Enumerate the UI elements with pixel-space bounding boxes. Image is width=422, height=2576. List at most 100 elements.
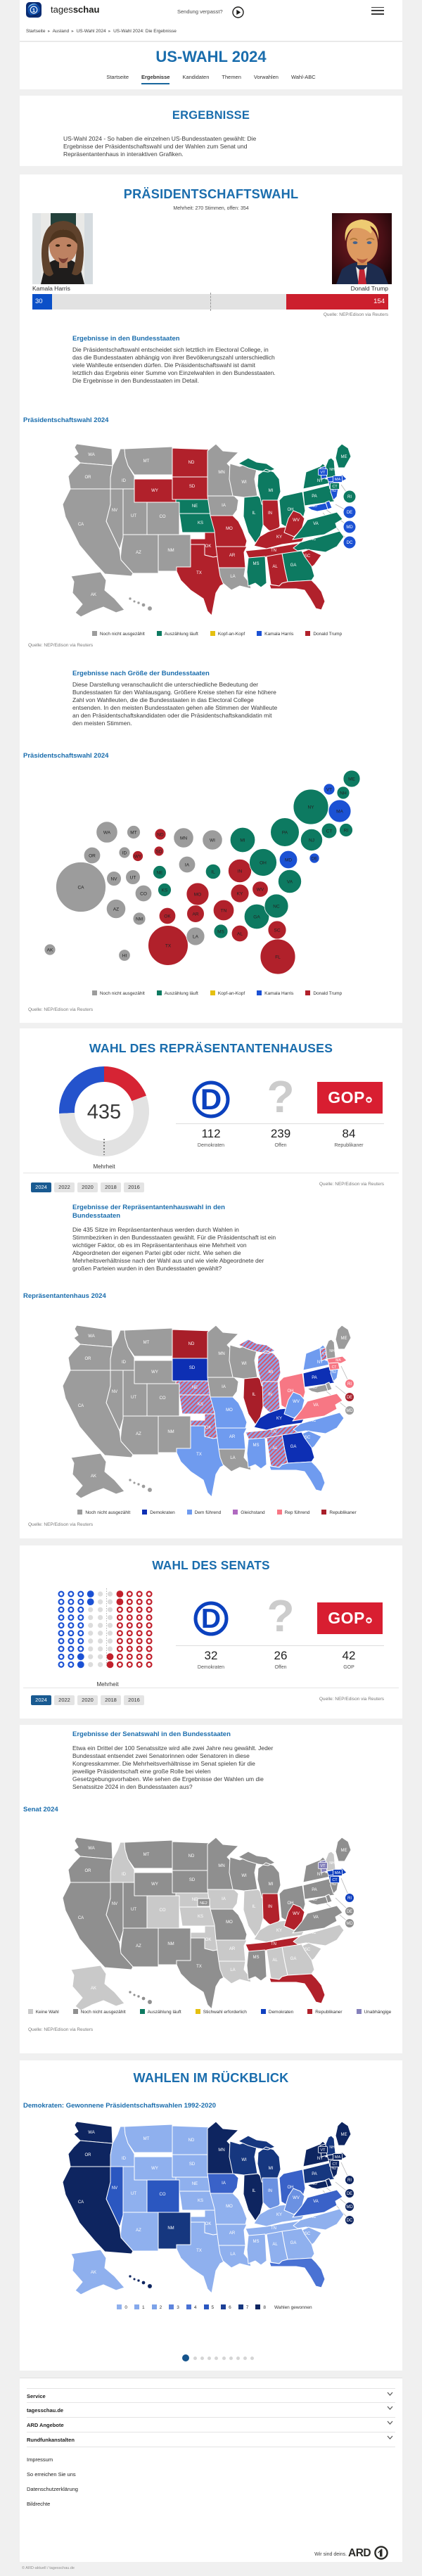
svg-text:MI: MI [240,838,245,843]
svg-text:VA: VA [313,1403,319,1408]
svg-text:CT: CT [332,1878,338,1882]
svg-text:MT: MT [143,459,150,464]
svg-text:WI: WI [241,480,247,485]
svg-text:ID: ID [122,1360,127,1365]
svg-text:NV: NV [110,876,117,881]
svg-text:IN: IN [268,1393,272,1397]
svg-text:MS: MS [253,1956,260,1960]
svg-text:NY: NY [317,1873,323,1877]
svg-text:NV: NV [112,1390,117,1394]
svg-text:MS: MS [253,562,260,566]
svg-text:MO: MO [226,527,233,531]
svg-text:WV: WV [293,518,300,523]
svg-text:NC: NC [310,1419,316,1423]
svg-text:MS: MS [253,1443,260,1448]
svg-text:DE: DE [347,511,352,515]
svg-text:NH: NH [329,1349,335,1353]
svg-text:NC: NC [310,2215,316,2219]
svg-text:WA: WA [88,1847,94,1851]
svg-text:TX: TX [196,1965,202,1969]
svg-text:NE: NE [192,1898,198,1902]
svg-text:GA: GA [290,563,297,568]
svg-text:FL: FL [305,2274,310,2278]
svg-text:NE: NE [156,870,163,875]
svg-text:NJ: NJ [332,2167,337,2171]
svg-text:WA: WA [88,1334,94,1339]
svg-text:MN: MN [218,2148,224,2153]
svg-text:OR: OR [85,476,92,480]
svg-text:LA: LA [230,1968,235,1972]
svg-text:NY: NY [307,805,314,810]
svg-text:PA: PA [312,1376,317,1380]
svg-text:FL: FL [305,1989,310,1994]
svg-text:WI: WI [210,838,215,843]
svg-text:IN: IN [268,511,272,516]
svg-text:NE: NE [192,1386,198,1390]
svg-text:AL: AL [272,1958,278,1963]
svg-text:FL: FL [275,955,281,959]
svg-text:AL: AL [272,565,278,569]
svg-text:OK: OK [205,2222,212,2226]
svg-text:WV: WV [293,1912,300,1916]
svg-text:RI: RI [347,495,352,499]
svg-text:IA: IA [185,862,190,867]
svg-text:WI: WI [241,1874,247,1878]
svg-text:AL: AL [272,1446,278,1450]
svg-text:ME: ME [341,1337,347,1341]
svg-text:VA: VA [313,2200,319,2204]
svg-text:AK: AK [91,2271,96,2275]
svg-text:MT: MT [143,2137,150,2141]
svg-text:IN: IN [238,869,243,874]
svg-text:MA: MA [335,1871,341,1875]
svg-text:TN: TN [271,1942,276,1946]
svg-text:ND: ND [188,2138,195,2143]
svg-text:MD: MD [346,2205,353,2210]
svg-text:NJ: NJ [332,1882,337,1887]
svg-text:FL: FL [305,596,310,600]
svg-text:MI: MI [269,2167,274,2171]
svg-text:DC: DC [347,2219,353,2223]
svg-text:MI: MI [269,1882,274,1887]
svg-text:OK: OK [164,914,171,919]
svg-text:UT: UT [131,514,136,518]
svg-text:WV: WV [257,887,264,892]
svg-text:IN: IN [268,2189,272,2193]
svg-text:GA: GA [290,1957,297,1961]
svg-text:OK: OK [205,1938,212,1942]
svg-text:KY: KY [276,1417,282,1421]
svg-text:CT: CT [326,829,333,834]
svg-text:KS: KS [198,2199,203,2203]
svg-text:OR: OR [85,1357,92,1361]
svg-text:NH: NH [329,2145,335,2150]
svg-text:OK: OK [205,1426,212,1430]
svg-text:CT: CT [332,1365,337,1370]
svg-text:ID: ID [122,1873,127,1877]
svg-text:NV: NV [112,509,117,513]
svg-text:WI: WI [241,1362,247,1366]
svg-text:OR: OR [85,2153,92,2157]
svg-text:CA: CA [78,1404,84,1408]
svg-text:MN: MN [218,471,224,475]
svg-text:WY: WY [134,854,142,859]
svg-text:KS: KS [198,1403,203,1407]
svg-text:IA: IA [222,1385,226,1389]
svg-text:SC: SC [305,2232,311,2236]
svg-text:D: D [200,1083,222,1116]
svg-text:MT: MT [143,1341,150,1345]
svg-text:MT: MT [130,830,136,835]
svg-text:WV: WV [293,2196,300,2200]
svg-text:ND: ND [188,461,195,465]
svg-text:LA: LA [193,934,199,939]
svg-text:KY: KY [276,1929,282,1933]
svg-text:AZ: AZ [113,907,119,912]
svg-text:AZ: AZ [136,551,141,555]
svg-text:WY: WY [151,1882,158,1887]
svg-text:PA: PA [312,2172,317,2176]
svg-text:AZ: AZ [136,1432,141,1436]
svg-text:MD: MD [312,1386,317,1390]
svg-text:ME: ME [348,777,355,782]
svg-text:NY: NY [317,2157,323,2161]
svg-text:IL: IL [252,511,256,516]
svg-text:WI: WI [241,2158,247,2162]
svg-text:WY: WY [151,1370,158,1375]
